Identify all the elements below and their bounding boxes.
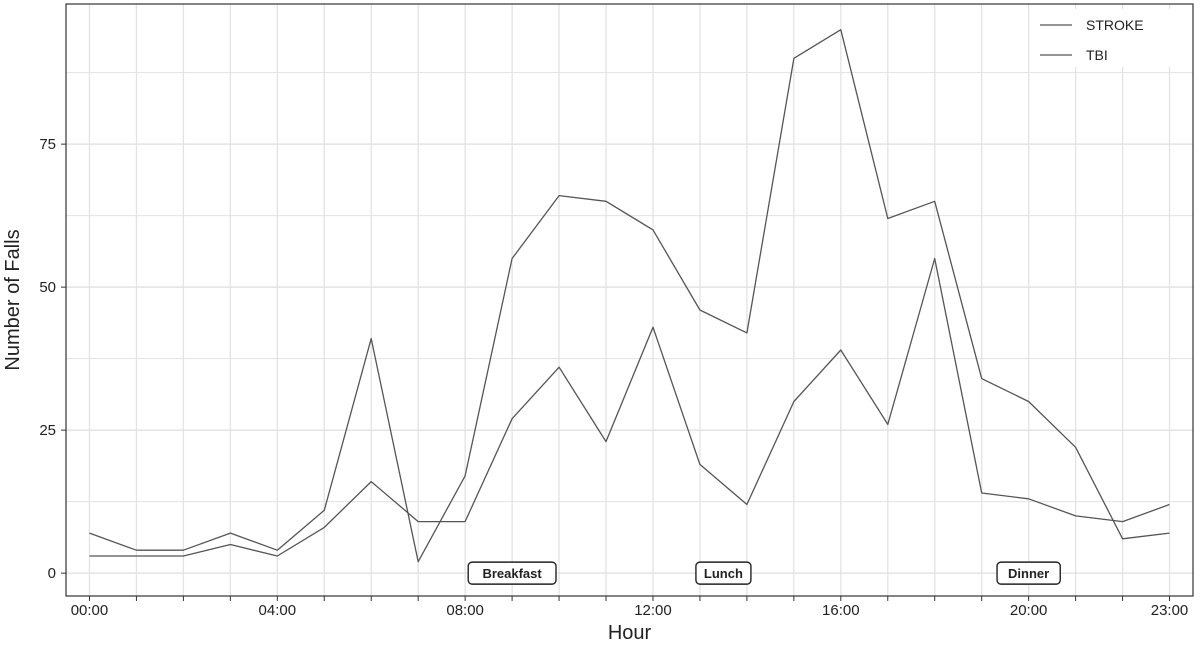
annotation-box <box>695 561 752 585</box>
series-line-tbi <box>89 257 1170 557</box>
grid <box>66 4 1193 596</box>
annotation-label: Breakfast <box>467 561 557 585</box>
axes: 0 25 50 75 00:00 04:00 08:00 12:00 16:00 20:00 23:… <box>39 136 1188 619</box>
annotations: Breakfast Lunch Dinner <box>467 561 1061 585</box>
y-tick-label: 0 <box>48 565 56 582</box>
x-tick-label: 23:00 <box>1151 602 1189 619</box>
x-tick-label: 00:00 <box>71 602 109 619</box>
annotation-text: Lunch <box>704 566 743 581</box>
x-tick-label: 16:00 <box>822 602 860 619</box>
annotation-label: Lunch <box>695 561 752 585</box>
x-tick-label: 12:00 <box>634 602 672 619</box>
x-tick-label: 20:00 <box>1010 602 1048 619</box>
legend-label: STROKE <box>1086 17 1144 33</box>
annotation-box <box>467 561 557 585</box>
x-tick-label: 04:00 <box>259 602 297 619</box>
annotation-box <box>996 561 1061 585</box>
x-tick-label: 08:00 <box>446 602 484 619</box>
series-lines <box>89 29 1170 563</box>
legend: STROKE TBI <box>1030 9 1180 67</box>
y-tick-label: 50 <box>39 279 56 296</box>
annotation-text: Breakfast <box>482 566 542 581</box>
x-axis-label: Hour <box>608 622 652 643</box>
y-tick-label: 25 <box>39 422 56 439</box>
legend-label: TBI <box>1086 47 1108 63</box>
series-line-stroke <box>89 29 1170 563</box>
legend-item: TBI <box>1040 47 1108 63</box>
annotation-text: Dinner <box>1008 566 1049 581</box>
y-axis-label: Number of Falls <box>2 229 24 370</box>
plot-frame <box>65 3 1194 597</box>
annotation-label: Dinner <box>996 561 1061 585</box>
y-tick-label: 75 <box>39 136 56 153</box>
legend-box <box>1030 9 1180 67</box>
legend-item: STROKE <box>1040 17 1144 33</box>
